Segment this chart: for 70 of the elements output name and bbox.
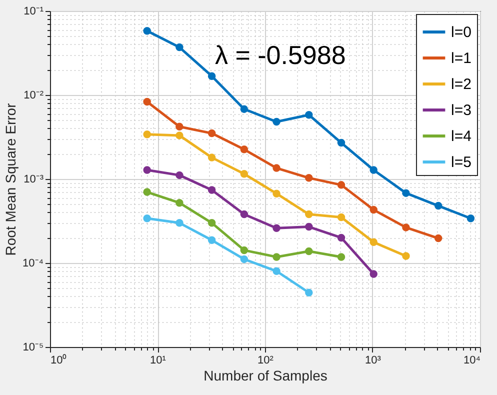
- point: [176, 171, 184, 180]
- point: [370, 238, 378, 246]
- point: [143, 166, 151, 174]
- point: [337, 138, 346, 147]
- legend-label: l=1: [451, 50, 472, 67]
- y-tick-label: 10⁻¹: [24, 6, 44, 18]
- x-tick-label: 10²: [258, 354, 274, 366]
- point: [337, 234, 346, 242]
- point: [143, 214, 151, 222]
- x-axis-title: Number of Samples: [204, 368, 328, 384]
- legend-label: l=3: [451, 102, 472, 119]
- point: [305, 210, 313, 218]
- point: [208, 236, 216, 244]
- point: [176, 43, 184, 52]
- legend-label: l=0: [451, 24, 472, 41]
- point: [143, 98, 151, 106]
- point: [337, 181, 346, 189]
- point: [143, 188, 151, 196]
- y-axis-title: Root Mean Square Error: [2, 102, 19, 256]
- point: [337, 213, 346, 222]
- point: [176, 132, 184, 140]
- point: [208, 72, 216, 80]
- point: [240, 246, 248, 254]
- y-tick-label: 10⁻²: [24, 90, 44, 102]
- point: [370, 166, 378, 174]
- y-tick-label: 10⁻³: [24, 174, 44, 186]
- legend-label: l=5: [451, 154, 472, 171]
- point: [434, 202, 442, 210]
- point: [305, 222, 313, 231]
- point: [466, 214, 475, 222]
- point: [272, 253, 280, 261]
- point: [305, 247, 313, 256]
- point: [402, 224, 410, 232]
- point: [272, 118, 280, 126]
- point: [176, 198, 184, 207]
- point: [272, 190, 280, 198]
- point: [240, 255, 248, 264]
- annotation: λ = -0.5988: [215, 40, 346, 70]
- point: [208, 219, 216, 227]
- point: [272, 267, 280, 276]
- point: [143, 130, 151, 138]
- point: [143, 27, 151, 35]
- point: [272, 224, 280, 232]
- point: [370, 206, 378, 214]
- point: [208, 186, 216, 194]
- point: [240, 146, 248, 154]
- x-tick-label: 10⁴: [464, 354, 481, 366]
- point: [305, 174, 313, 182]
- y-tick-label: 10⁻⁵: [22, 342, 44, 354]
- point: [240, 170, 248, 178]
- point: [176, 122, 184, 131]
- x-tick-label: 10³: [365, 354, 382, 366]
- x-tick-label: 10¹: [150, 354, 166, 366]
- point: [208, 154, 216, 162]
- point: [176, 219, 184, 227]
- point: [434, 234, 442, 242]
- point: [240, 105, 248, 113]
- point: [305, 288, 313, 296]
- point: [208, 129, 216, 138]
- point: [402, 252, 410, 260]
- point: [337, 253, 346, 261]
- point: [240, 210, 248, 218]
- point: [272, 164, 280, 172]
- y-tick-label: 10⁻⁴: [22, 258, 44, 270]
- x-tick-label: 10⁰: [50, 354, 67, 366]
- point: [402, 189, 410, 197]
- point: [305, 111, 313, 119]
- legend-label: l=2: [451, 76, 472, 93]
- legend-label: l=4: [451, 128, 472, 145]
- point: [370, 270, 378, 278]
